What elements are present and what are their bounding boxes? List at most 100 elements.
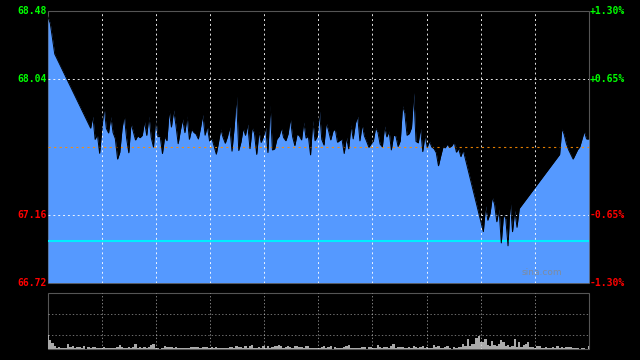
- Bar: [136, 347, 139, 349]
- Bar: [424, 348, 426, 349]
- Bar: [65, 348, 67, 349]
- Bar: [269, 348, 271, 349]
- Bar: [155, 348, 157, 349]
- Bar: [121, 347, 123, 349]
- Bar: [370, 347, 372, 349]
- Text: 68.48: 68.48: [17, 6, 47, 16]
- Bar: [579, 348, 581, 349]
- Bar: [258, 347, 260, 349]
- Bar: [83, 346, 85, 349]
- Bar: [233, 348, 236, 349]
- Bar: [399, 347, 401, 349]
- Bar: [204, 347, 206, 349]
- Bar: [143, 347, 146, 349]
- Bar: [123, 348, 125, 349]
- Bar: [191, 347, 193, 349]
- Bar: [76, 347, 78, 349]
- Bar: [209, 348, 211, 349]
- Bar: [63, 347, 65, 349]
- Bar: [364, 347, 365, 349]
- Bar: [289, 347, 291, 349]
- Bar: [228, 347, 231, 349]
- Bar: [280, 346, 282, 349]
- Bar: [563, 348, 565, 349]
- Bar: [222, 348, 224, 349]
- Bar: [130, 348, 132, 349]
- Bar: [148, 347, 150, 349]
- Bar: [159, 348, 161, 349]
- Bar: [484, 339, 486, 349]
- Bar: [359, 348, 361, 349]
- Bar: [195, 347, 197, 349]
- Bar: [570, 347, 572, 349]
- Bar: [413, 346, 415, 349]
- Bar: [462, 344, 464, 349]
- Bar: [480, 342, 482, 349]
- Bar: [48, 293, 589, 349]
- Bar: [69, 347, 72, 349]
- Bar: [334, 347, 337, 349]
- Bar: [206, 347, 209, 349]
- Bar: [96, 348, 99, 349]
- Bar: [550, 347, 552, 349]
- Bar: [383, 347, 386, 349]
- Bar: [134, 344, 136, 349]
- Bar: [404, 347, 406, 349]
- Bar: [246, 348, 249, 349]
- Bar: [177, 348, 179, 349]
- Bar: [48, 11, 589, 283]
- Bar: [577, 348, 579, 349]
- Bar: [377, 345, 379, 349]
- Bar: [116, 347, 118, 349]
- Bar: [337, 348, 339, 349]
- Bar: [361, 347, 364, 349]
- Bar: [552, 347, 554, 349]
- Bar: [47, 335, 49, 349]
- Bar: [67, 344, 69, 349]
- Bar: [211, 347, 213, 349]
- Bar: [264, 348, 267, 349]
- Bar: [348, 345, 350, 349]
- Bar: [112, 348, 114, 349]
- Bar: [242, 348, 244, 349]
- Bar: [422, 346, 424, 349]
- Text: sina.com: sina.com: [521, 268, 562, 277]
- Bar: [170, 347, 173, 349]
- Bar: [426, 347, 428, 349]
- Bar: [581, 347, 583, 349]
- Bar: [285, 347, 287, 349]
- Bar: [565, 347, 568, 349]
- Bar: [328, 347, 330, 349]
- Bar: [193, 347, 195, 349]
- Bar: [556, 346, 559, 349]
- Bar: [350, 348, 352, 349]
- Bar: [109, 348, 112, 349]
- Bar: [51, 343, 54, 349]
- Bar: [507, 346, 509, 349]
- Bar: [374, 348, 377, 349]
- Bar: [493, 345, 495, 349]
- Bar: [397, 347, 399, 349]
- Bar: [60, 348, 63, 349]
- Text: +0.65%: +0.65%: [590, 74, 625, 84]
- Bar: [218, 348, 220, 349]
- Bar: [168, 347, 170, 349]
- Bar: [355, 348, 356, 349]
- Bar: [186, 347, 188, 349]
- Bar: [213, 348, 215, 349]
- Bar: [523, 345, 525, 349]
- Bar: [85, 348, 87, 349]
- Bar: [339, 348, 341, 349]
- Bar: [58, 347, 60, 349]
- Bar: [166, 347, 168, 349]
- Bar: [453, 347, 455, 349]
- Bar: [182, 348, 184, 349]
- Bar: [184, 348, 186, 349]
- Bar: [298, 347, 300, 349]
- Bar: [105, 348, 108, 349]
- Bar: [509, 347, 511, 349]
- Text: 67.16: 67.16: [17, 210, 47, 220]
- Bar: [316, 348, 319, 349]
- Bar: [554, 348, 556, 349]
- Bar: [146, 347, 148, 349]
